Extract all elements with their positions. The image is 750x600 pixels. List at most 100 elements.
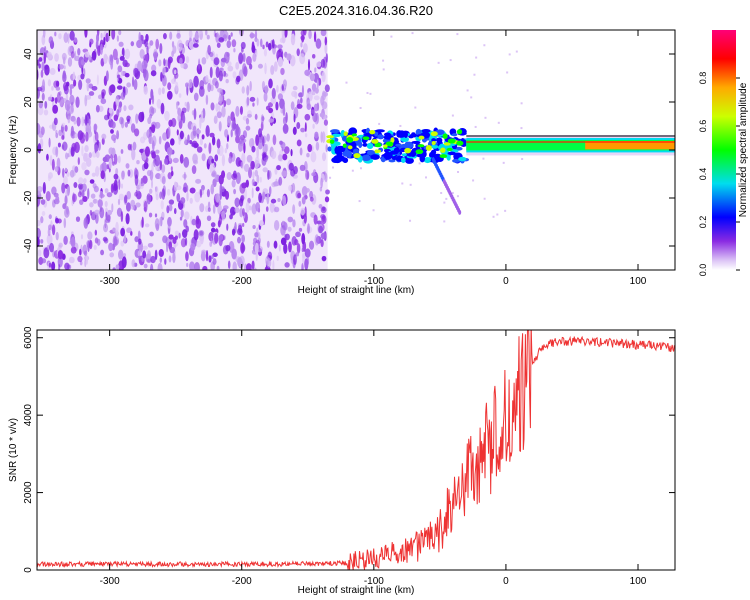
noise-speck (154, 249, 158, 260)
noise-speck (240, 46, 244, 53)
onset-hot (329, 139, 335, 144)
noise-speck (144, 223, 150, 228)
noise-speck (164, 110, 170, 121)
noise-speck (249, 33, 256, 39)
y-tick-label: 0 (23, 147, 34, 153)
sparse-speck (502, 161, 505, 164)
noise-speck (270, 150, 277, 160)
noise-speck (121, 170, 125, 180)
noise-speck (226, 98, 232, 106)
onset-blob (395, 143, 402, 147)
noise-speck (236, 75, 241, 83)
sparse-speck (497, 121, 500, 124)
noise-speck (139, 136, 146, 144)
noise-speck (85, 78, 91, 84)
noise-speck (193, 75, 199, 88)
onset-blob (389, 150, 399, 155)
noise-speck (296, 243, 301, 254)
y-tick-label: 20 (23, 96, 34, 108)
noise-speck (222, 34, 227, 40)
noise-speck (304, 69, 311, 76)
noise-speck (189, 187, 196, 194)
noise-speck (117, 249, 124, 260)
noise-speck (227, 65, 234, 72)
noise-speck (101, 133, 107, 140)
noise-speck (315, 38, 322, 49)
noise-speck (282, 145, 286, 150)
noise-speck (258, 128, 263, 138)
x-tick-label: 100 (630, 576, 647, 587)
noise-speck (278, 244, 281, 252)
onset-blob (377, 134, 384, 140)
noise-speck (273, 219, 280, 231)
noise-speck (248, 167, 253, 179)
onset-blob (404, 157, 414, 164)
noise-speck (86, 80, 90, 92)
onset-hot (383, 144, 388, 148)
noise-speck (214, 154, 219, 162)
noise-speck (262, 136, 265, 147)
noise-speck (182, 114, 186, 124)
noise-speck (313, 31, 317, 43)
noise-speck (301, 186, 308, 197)
noise-speck (52, 104, 59, 114)
noise-speck (41, 61, 45, 71)
spectrogram-y-ticks: -40 -20 0 20 40 (23, 48, 675, 253)
noise-speck (150, 88, 154, 101)
noise-speck (88, 91, 95, 96)
noise-speck (156, 98, 162, 109)
noise-speck (89, 38, 94, 45)
noise-speck (304, 113, 311, 121)
colorbar: 0.0 0.2 0.4 0.6 0.8 Normalized spectral ampl… (698, 30, 749, 276)
noise-speck (154, 154, 161, 167)
x-tick-label: 0 (503, 576, 509, 587)
onset-hot (404, 147, 412, 154)
noise-speck (314, 67, 317, 73)
noise-speck (249, 96, 256, 102)
noise-speck (208, 255, 212, 263)
noise-speck (264, 84, 269, 95)
noise-speck (159, 216, 163, 227)
noise-speck (172, 236, 177, 245)
noise-speck (150, 70, 157, 77)
noise-speck (300, 97, 303, 104)
noise-speck (64, 99, 71, 112)
noise-speck (257, 63, 263, 69)
noise-speck (207, 207, 211, 212)
noise-speck (227, 118, 232, 127)
noise-speck (288, 185, 293, 192)
noise-speck (195, 178, 202, 184)
noise-speck (186, 262, 189, 267)
sparse-speck (366, 91, 369, 94)
noise-speck (130, 123, 136, 133)
noise-speck (89, 239, 93, 250)
noise-speck (103, 114, 109, 121)
noise-speck (323, 119, 329, 126)
noise-speck (298, 227, 303, 232)
noise-speck (162, 132, 168, 141)
noise-speck (167, 58, 171, 70)
noise-speck (298, 200, 302, 207)
onset-blob (401, 157, 406, 163)
noise-speck (184, 101, 187, 107)
sparse-speck (474, 125, 477, 128)
noise-speck (260, 114, 264, 125)
noise-speck (84, 30, 88, 38)
noise-speck (151, 161, 154, 173)
noise-speck (212, 204, 216, 214)
noise-speck (202, 265, 208, 270)
noise-speck (201, 249, 207, 255)
noise-speck (48, 262, 52, 268)
noise-speck (286, 53, 292, 61)
noise-speck (179, 153, 184, 164)
onset-blob (348, 127, 358, 136)
noise-speck (164, 158, 169, 165)
noise-speck (322, 206, 326, 212)
noise-speck (41, 92, 45, 101)
sparse-speck (382, 59, 385, 62)
onset-blob (443, 145, 451, 149)
noise-speck (308, 30, 312, 40)
noise-speck (321, 71, 326, 83)
